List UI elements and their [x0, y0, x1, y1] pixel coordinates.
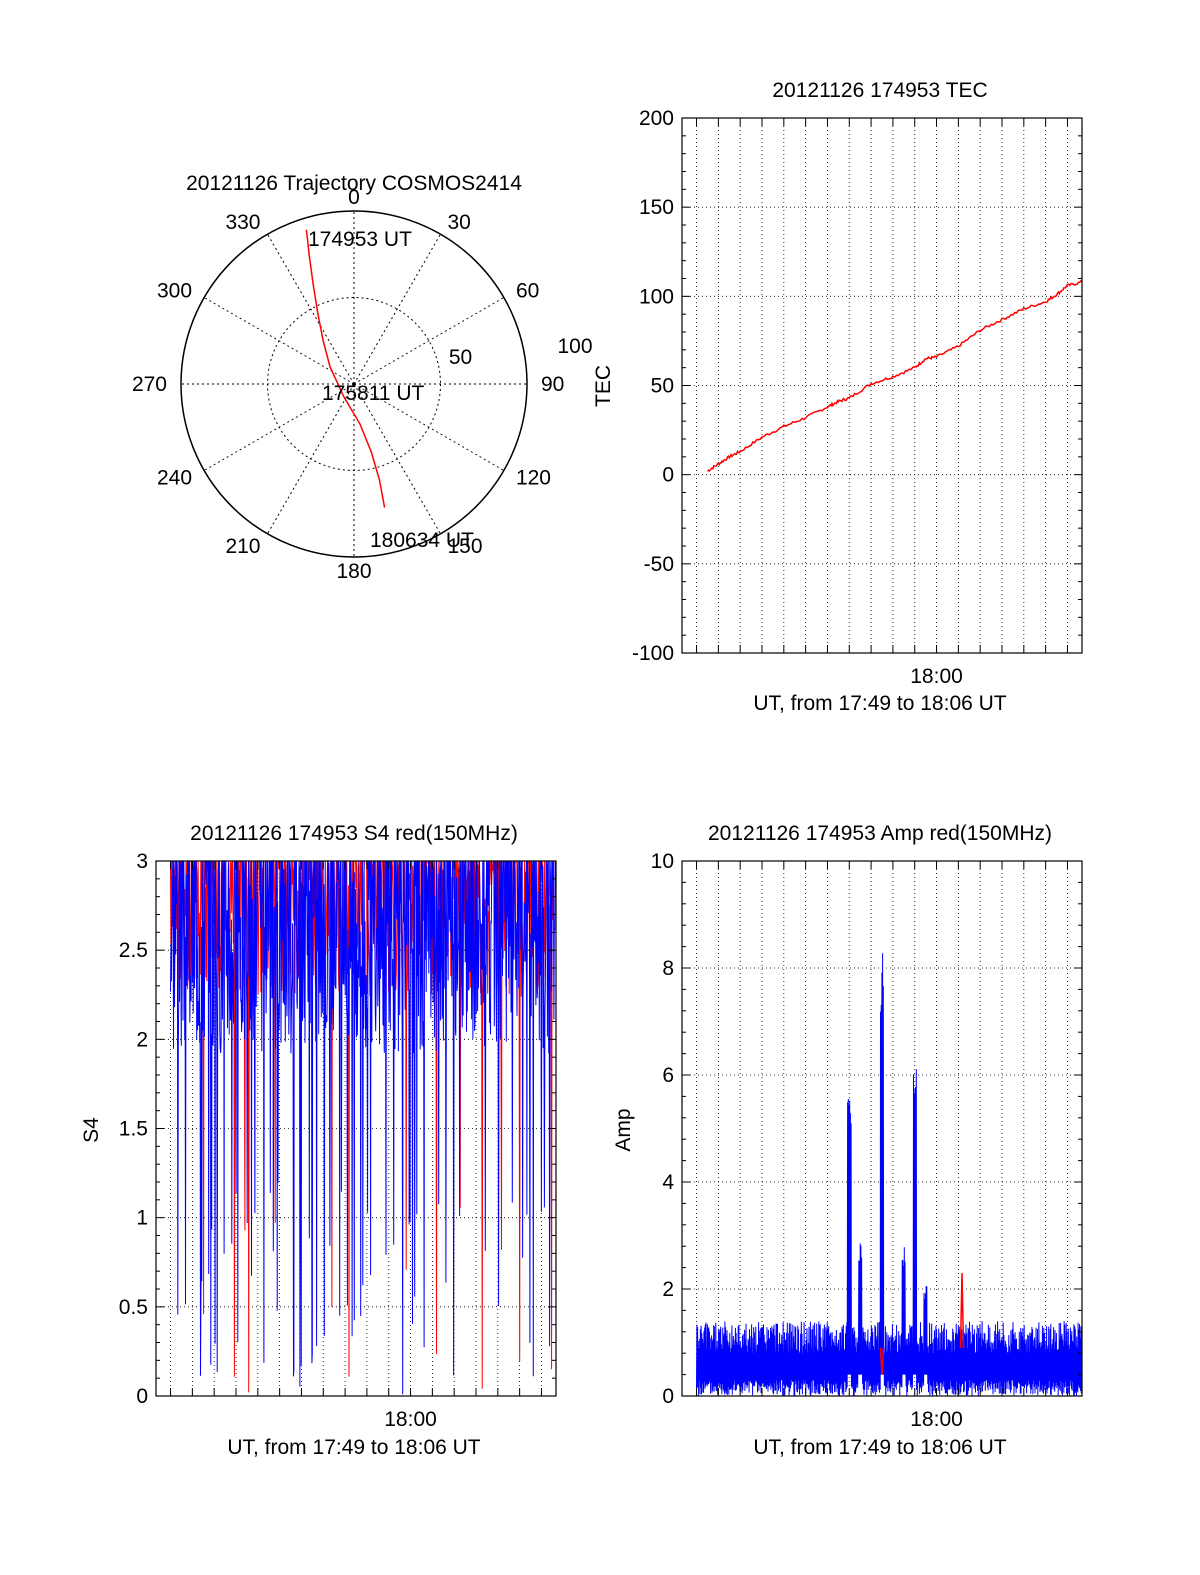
amp-xtick-label: 18:00	[910, 1408, 963, 1431]
polar-grid	[180, 210, 528, 558]
polar-spoke	[267, 383, 355, 535]
amp-data	[696, 953, 1083, 1397]
trajectory-line	[305, 229, 386, 508]
polar-spoke	[267, 233, 355, 385]
polar-spoke	[353, 297, 505, 385]
s4-ytick-label: 2.5	[119, 939, 148, 962]
amp-blue-line	[696, 953, 1083, 1397]
polar-spoke	[203, 297, 355, 385]
tec-xtick-label: 18:00	[910, 665, 963, 688]
trajectory-panel: 20121126 Trajectory COSMOS2414 0 30 60 90 12…	[132, 172, 593, 583]
amp-ytick-label: 8	[662, 957, 674, 980]
s4-ytick-label: 1.5	[119, 1118, 148, 1141]
s4-axes: 0 0.5 1 1.5 2 2.5 3 18:00	[119, 850, 557, 1431]
tec-ytick-label: 200	[639, 107, 674, 130]
polar-angle-label: 60	[516, 280, 539, 303]
s4-x-label: UT, from 17:49 to 18:06 UT	[227, 1436, 480, 1459]
s4-ytick-label: 1	[136, 1207, 148, 1230]
polar-angle-label: 0	[348, 186, 360, 209]
amp-title: 20121126 174953 Amp red(150MHz)	[708, 822, 1052, 845]
track-label-end: 180634 UT	[370, 529, 474, 552]
trajectory-title: 20121126 Trajectory COSMOS2414	[186, 172, 522, 195]
tec-ytick-label: 150	[639, 196, 674, 219]
amp-ytick-label: 6	[662, 1064, 674, 1087]
amp-x-label: UT, from 17:49 to 18:06 UT	[753, 1436, 1006, 1459]
tec-panel: 20121126 174953 TEC -100 -50 0 50 100 150 200 1…	[592, 79, 1083, 715]
amp-ytick-label: 2	[662, 1278, 674, 1301]
polar-angle-label: 240	[157, 467, 192, 490]
s4-ytick-label: 0.5	[119, 1296, 148, 1319]
tec-ytick-label: -50	[644, 553, 674, 576]
s4-xtick-label: 18:00	[384, 1408, 437, 1431]
tec-title: 20121126 174953 TEC	[772, 79, 987, 102]
track-label-mid: 175811 UT	[322, 382, 425, 405]
s4-y-label: S4	[80, 1117, 103, 1143]
polar-radial-label: 100	[557, 335, 592, 358]
polar-spoke	[353, 383, 441, 535]
polar-angle-label: 180	[336, 560, 371, 583]
tec-axes: -100 -50 0 50 100 150 200 18:00	[632, 107, 1083, 688]
tec-line	[707, 279, 1083, 473]
polar-angle-label: 150	[448, 535, 483, 558]
polar-spoke	[353, 233, 441, 385]
s4-ytick-label: 3	[136, 850, 148, 873]
polar-angle-label: 210	[225, 535, 260, 558]
tec-ytick-label: 50	[651, 375, 674, 398]
tec-ytick-label: 0	[662, 464, 674, 487]
polar-angle-label: 300	[157, 280, 192, 303]
amp-y-label: Amp	[612, 1108, 635, 1151]
trajectory-data	[305, 229, 386, 508]
polar-spoke	[203, 383, 355, 471]
tec-y-label: TEC	[592, 365, 615, 407]
polar-angle-label: 90	[541, 373, 564, 396]
s4-frame	[155, 860, 557, 1397]
s4-ytick-label: 0	[136, 1385, 148, 1408]
amp-red-spike	[959, 1272, 965, 1348]
tec-ytick-label: -100	[632, 642, 674, 665]
amp-ytick-label: 0	[662, 1385, 674, 1408]
tec-data	[707, 279, 1083, 473]
amp-frame	[681, 860, 1083, 1397]
polar-angle-label: 270	[132, 373, 167, 396]
s4-ytick-label: 2	[136, 1028, 148, 1051]
polar-outer-circle	[180, 210, 528, 558]
polar-angle-label: 30	[448, 211, 471, 234]
polar-angle-label: 330	[225, 211, 260, 234]
polar-angle-label: 120	[516, 467, 551, 490]
amp-panel: 20121126 174953 Amp red(150MHz) 0 2 4 6 8 10 1…	[612, 822, 1083, 1459]
amp-red-spike	[879, 1347, 885, 1375]
tec-x-label: UT, from 17:49 to 18:06 UT	[753, 692, 1006, 715]
polar-labels: 0 30 60 90 120 150 180 210 240 270 300 330 50 100	[132, 186, 593, 583]
track-label-start: 174953 UT	[308, 228, 412, 251]
tec-ytick-label: 100	[639, 285, 674, 308]
polar-spoke	[353, 383, 505, 471]
amp-ytick-label: 4	[662, 1171, 674, 1194]
polar-radial-label: 50	[449, 346, 472, 369]
amp-axes: 0 2 4 6 8 10 18:00	[651, 850, 1083, 1431]
s4-title: 20121126 174953 S4 red(150MHz)	[190, 822, 518, 845]
tec-frame	[681, 117, 1083, 654]
s4-panel: 20121126 174953 S4 red(150MHz) 0 0.5 1 1.5 2…	[80, 822, 557, 1459]
amp-ytick-label: 10	[651, 850, 674, 873]
